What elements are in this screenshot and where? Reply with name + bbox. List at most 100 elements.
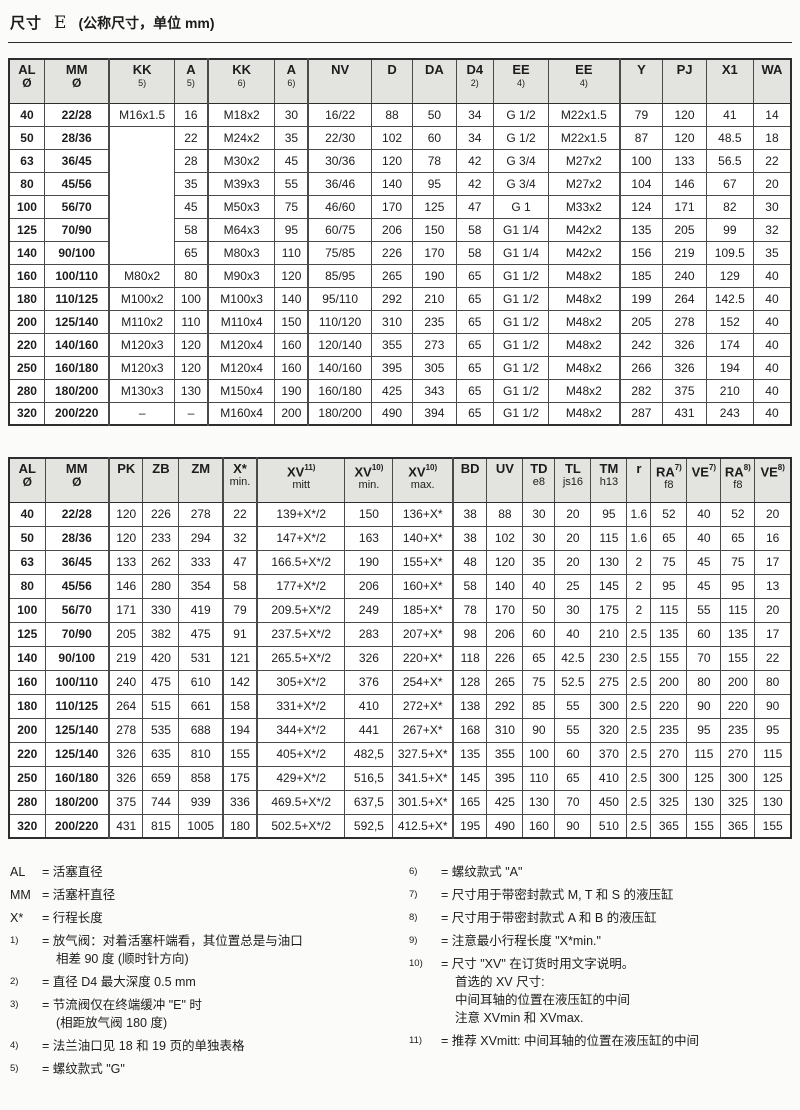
- table-cell: 207+X*: [392, 621, 454, 647]
- table-cell: 190: [412, 263, 457, 288]
- table-cell: G1 1/2: [492, 378, 550, 403]
- table-cell: 140/160: [307, 355, 372, 380]
- table-cell: 280: [8, 378, 45, 403]
- table-cell: 40: [8, 102, 45, 127]
- table-cell: 270: [650, 741, 688, 767]
- table-cell: 90: [554, 813, 592, 839]
- page-title: 尺寸 E (公称尺寸，单位 mm): [8, 8, 792, 42]
- table-cell: 326: [662, 355, 707, 380]
- footnote-marker: 11): [409, 1035, 423, 1046]
- table-cell: 45: [173, 194, 209, 219]
- table-cell: 2: [626, 549, 652, 575]
- table-cell: 16: [173, 102, 209, 127]
- table-cell: 46/60: [307, 194, 372, 219]
- table-cell: 41: [705, 102, 754, 127]
- table-cell: 155: [686, 813, 722, 839]
- column-header-da: DA: [412, 58, 457, 104]
- table-cell: 272+X*: [392, 693, 454, 719]
- table-cell: 365: [650, 813, 688, 839]
- table-cell: 815: [142, 813, 180, 839]
- table-cell: 200: [274, 401, 310, 426]
- table-cell: 20: [554, 525, 592, 551]
- table-cell: 22/30: [307, 125, 372, 150]
- table-cell: 13: [754, 573, 792, 599]
- column-header-tl: TL js16: [554, 457, 592, 503]
- table-cell: M48x2: [548, 401, 621, 426]
- table-cell: M27x2: [548, 171, 621, 196]
- table-cell: 17: [754, 549, 792, 575]
- table-cell: M27x2: [548, 148, 621, 173]
- table-cell: 130: [686, 789, 722, 815]
- footnote-marker: 4): [10, 1040, 19, 1051]
- table-cell: 65: [455, 378, 494, 403]
- table-cell: M90x3: [207, 263, 276, 288]
- table-cell: 28: [173, 148, 209, 173]
- footnote-text: = 放气阀：对着活塞杆端看，其位置总是与油口 相差 90 度 (顺时针方向): [42, 934, 303, 966]
- table-cell: 220+X*: [392, 645, 454, 671]
- table-cell: 195: [452, 813, 488, 839]
- table-cell: 120: [173, 332, 209, 357]
- table-cell: 22/28: [44, 501, 110, 527]
- table-cell: 120: [486, 549, 524, 575]
- table-cell: 220: [8, 741, 46, 767]
- nominal-dimensions-table: AL Ø MM Ø KK 5) A 5) KK 6) A 6) NV D DA D4 2) EE 4) EE 4) Y PJ…: [8, 58, 792, 426]
- table-cell: 331+X*/2: [256, 693, 346, 719]
- table-cell: 90/100: [44, 645, 110, 671]
- table-cell: 110: [522, 765, 556, 791]
- footnote-item: MM = 活塞杆直径: [10, 886, 401, 904]
- table-cell: 292: [370, 286, 414, 311]
- table-cell: M50x3: [207, 194, 276, 219]
- column-header-pk: PK: [108, 457, 144, 503]
- table-cell: 375: [662, 378, 707, 403]
- table-cell: 88: [370, 102, 414, 127]
- table-cell: 80: [8, 171, 45, 196]
- column-header-r: r: [626, 457, 652, 503]
- table-cell: 80: [8, 573, 46, 599]
- table-cell: 180/200: [307, 401, 372, 426]
- table-cell: M110x4: [207, 309, 276, 334]
- table-cell: 2.5: [626, 693, 652, 719]
- table-cell: 135: [650, 621, 688, 647]
- table-cell: 200: [650, 669, 688, 695]
- table-cell: 333: [178, 549, 224, 575]
- table-cell: 336: [222, 789, 258, 815]
- table-cell: 156: [619, 240, 664, 265]
- table-row: 100 56/70 171 330 419 79 209.5+X*/2 249 185+X* 78…: [8, 597, 792, 623]
- table-cell: 82: [705, 194, 754, 219]
- table-cell: 115: [754, 741, 792, 767]
- table-cell: 65: [455, 401, 494, 426]
- table-cell: 25: [554, 573, 592, 599]
- table-cell: 40: [752, 378, 792, 403]
- table-cell: 125: [754, 765, 792, 791]
- table-cell: 125/140: [43, 309, 111, 334]
- table-cell: 264: [108, 693, 144, 719]
- table-cell: 410: [590, 765, 628, 791]
- table-cell: 80: [754, 669, 792, 695]
- table-cell: 100/110: [43, 263, 111, 288]
- table-cell: 30/36: [307, 148, 372, 173]
- table-cell: [108, 125, 175, 265]
- table-cell: 310: [370, 309, 414, 334]
- table-cell: 58: [452, 573, 488, 599]
- table-cell: 135: [720, 621, 756, 647]
- table-cell: 28/36: [43, 125, 111, 150]
- table-cell: 140+X*: [392, 525, 454, 551]
- table-row: 63 36/45 133 262 333 47 166.5+X*/2 190 155+X* 48 1…: [8, 549, 792, 575]
- footnotes-right-column: 6) = 螺纹款式 "A" 7) = 尺寸用于带密封款式 M, T 和 S 的液压缸 8…: [401, 863, 792, 1083]
- table-cell: 115: [686, 741, 722, 767]
- footnote-marker: 7): [409, 889, 418, 900]
- table-cell: 79: [619, 102, 664, 127]
- table-cell: G1 1/2: [492, 401, 550, 426]
- table-cell: 115: [590, 525, 628, 551]
- table-cell: 425: [486, 789, 524, 815]
- table-cell: 150: [412, 217, 457, 242]
- table-cell: 95: [754, 717, 792, 743]
- table-cell: 35: [173, 171, 209, 196]
- table-cell: 370: [590, 741, 628, 767]
- table-row: 63 36/45 28 M30x2 45 30/36 120 78 42 G 3/4 M27x2 10…: [8, 148, 792, 173]
- table-cell: 287: [619, 401, 664, 426]
- table-cell: 45/56: [44, 573, 110, 599]
- table-cell: 130: [522, 789, 556, 815]
- table-cell: M48x2: [548, 355, 621, 380]
- table-row: 250 160/180 326 659 858 175 429+X*/2 516,5 341.5…: [8, 765, 792, 791]
